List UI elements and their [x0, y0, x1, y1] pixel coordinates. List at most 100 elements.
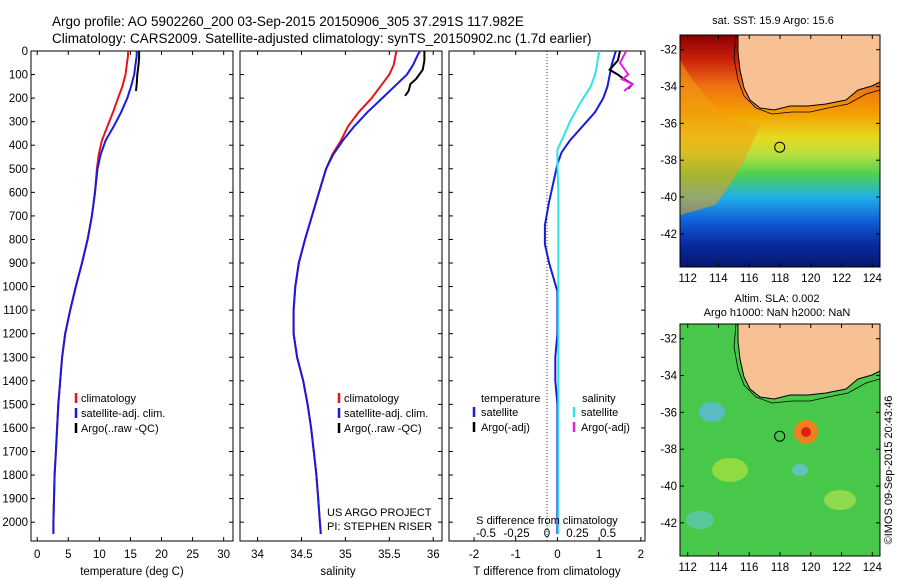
- map-y-tick-label: -32: [660, 45, 677, 57]
- x-tick-label: 35.5: [378, 549, 400, 561]
- difference-legend: temperature salinity satellite Argo(-adj) sa…: [472, 393, 630, 434]
- sst-map-title: sat. SST: 15.9 Argo: 15.6: [712, 15, 834, 27]
- x-tick-label: 36: [427, 549, 440, 561]
- sla-isobath: [733, 324, 880, 404]
- map-x-tick-label: 114: [709, 562, 728, 574]
- x-tick-label: 1: [596, 549, 602, 561]
- s-tick-label: 0: [544, 528, 550, 540]
- x-tick-label: 20: [155, 549, 168, 561]
- sla-positive-patch: [712, 458, 748, 482]
- map-x-tick-label: 116: [740, 273, 758, 285]
- sst-warm-tongue: [680, 60, 760, 215]
- map-x-tick-label: 120: [801, 273, 820, 285]
- sla-positive-patch-2: [824, 490, 856, 510]
- legend-label: Argo(-adj): [481, 422, 530, 434]
- y-tick-label: 900: [9, 258, 28, 270]
- difference-axes-box: [448, 50, 646, 542]
- sst-land: [737, 35, 880, 111]
- map-x-tick-label: 112: [679, 562, 697, 574]
- map-x-tick-label: 120: [801, 562, 820, 574]
- s-tick-label: -0.25: [503, 528, 529, 540]
- salinity-depth-ticks: [240, 50, 442, 523]
- s-tick-label: 0.25: [566, 528, 588, 540]
- x-tick-label: 2: [638, 549, 644, 561]
- map-y-tick-label: -32: [660, 334, 677, 346]
- s-tick-label: 0.5: [600, 528, 616, 540]
- map-y-tick-label: -34: [660, 82, 677, 94]
- salinity-x-axis: 34 34.5 35 35.5 36: [251, 51, 440, 561]
- sla-float-marker: [774, 430, 786, 442]
- sst-map-axes: 112 114 116 118 120 122 124 -32 -34 -36 -38 -40 -42: [660, 35, 883, 285]
- map-x-tick-label: 124: [863, 562, 883, 574]
- series-line: [556, 50, 601, 534]
- y-tick-label: 500: [9, 164, 28, 176]
- temperature-legend: climatology satellite-adj. clim. Argo(..ra…: [74, 393, 165, 435]
- map-y-tick-label: -36: [660, 407, 677, 419]
- x-tick-label: 34: [251, 549, 264, 561]
- y-tick-label: 1000: [2, 282, 28, 294]
- y-tick-label: 0: [22, 46, 28, 58]
- x-tick-label: 10: [93, 549, 106, 561]
- y-tick-label: 1200: [2, 329, 28, 341]
- depth-axis: 0 100 200 300 400 500 600 700 800 900 1000 1100 1200…: [2, 46, 233, 529]
- sla-low-patch: [792, 464, 808, 476]
- y-tick-label: 800: [9, 234, 28, 246]
- y-tick-label: 400: [9, 140, 28, 152]
- map-y-tick-label: -42: [660, 229, 677, 241]
- temperature-xlabel: temperature (deg C): [80, 566, 184, 578]
- legend-label: satellite: [481, 407, 518, 419]
- series-line: [52, 51, 138, 534]
- salinity-xlabel: salinity: [320, 566, 355, 578]
- sla-map-axes: 112 114 116 118 120 122 124 -32 -34 -36 -38 -40 -42: [660, 324, 883, 574]
- map-x-tick-label: 122: [832, 273, 851, 285]
- y-tick-label: 2000: [2, 517, 28, 529]
- sst-float-marker: [774, 141, 786, 153]
- legend-label: Argo(..raw -QC): [81, 423, 159, 435]
- x-tick-label: 15: [124, 549, 137, 561]
- salinity-series: [292, 50, 426, 534]
- map-x-tick-label: 122: [832, 562, 851, 574]
- map-y-tick-label: -42: [660, 518, 677, 530]
- legend-title-temperature: temperature: [481, 393, 540, 405]
- header-line1: Argo profile: AO 5902260_200 03-Sep-2015…: [52, 14, 524, 29]
- y-tick-label: 700: [9, 211, 28, 223]
- y-tick-label: 1700: [2, 446, 28, 458]
- y-tick-label: 1900: [2, 494, 28, 506]
- legend-label: satellite-adj. clim.: [344, 408, 428, 420]
- series-line: [543, 50, 617, 534]
- series-line: [404, 51, 426, 97]
- map-y-tick-label: -34: [660, 371, 677, 383]
- difference-series: [543, 50, 635, 534]
- legend-label: satellite-adj. clim.: [81, 408, 165, 420]
- series-line: [135, 51, 141, 92]
- sla-map-subtitle: Argo h1000: NaN h2000: NaN: [704, 307, 851, 319]
- y-tick-label: 1400: [2, 376, 28, 388]
- salinity-legend: climatology satellite-adj. clim. Argo(..ra…: [337, 393, 428, 435]
- s-difference-label: S difference from climatology: [476, 515, 618, 527]
- series-line: [52, 51, 129, 534]
- map-x-tick-label: 118: [771, 562, 789, 574]
- series-line: [292, 50, 421, 534]
- series-line: [618, 50, 635, 92]
- legend-title-salinity: salinity: [582, 393, 616, 405]
- map-x-tick-label: 112: [679, 273, 697, 285]
- sst-isobath: [733, 35, 880, 115]
- legend-label: climatology: [344, 393, 400, 405]
- y-tick-label: 100: [9, 70, 28, 82]
- temperature-axes-box: [30, 50, 234, 542]
- series-line: [292, 50, 398, 534]
- y-tick-label: 1600: [2, 423, 28, 435]
- map-y-tick-label: -40: [660, 192, 677, 204]
- temperature-panel: 0100200300400500600700800900100011001200…: [2, 46, 234, 578]
- x-tick-label: 34.5: [290, 549, 312, 561]
- map-x-tick-label: 116: [740, 562, 758, 574]
- map-y-tick-label: -38: [660, 444, 677, 456]
- pi-label: PI: STEPHEN RISER: [327, 521, 432, 533]
- sla-map-panel: Altim. SLA: 0.002 Argo h1000: NaN h2000:…: [660, 293, 882, 574]
- header-line2: Climatology: CARS2009. Satellite-adjuste…: [52, 31, 592, 46]
- y-tick-label: 1100: [3, 305, 28, 317]
- sla-low-patch-2: [686, 511, 714, 529]
- x-tick-label: 0: [554, 549, 560, 561]
- x-tick-label: 35: [339, 549, 352, 561]
